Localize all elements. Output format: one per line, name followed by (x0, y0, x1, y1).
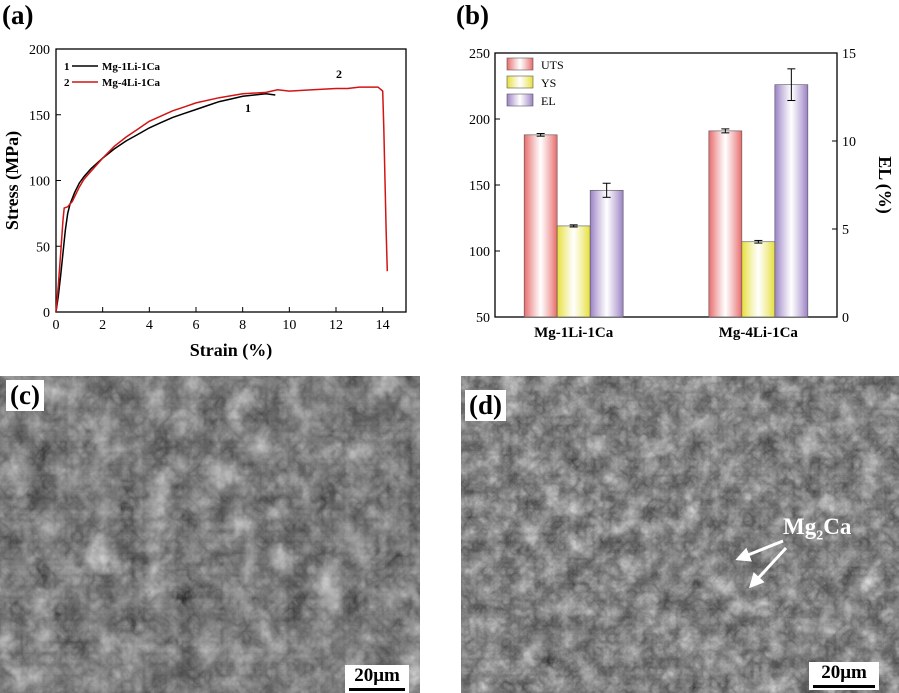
legend-label-b-1: YS (541, 76, 556, 90)
panel-label-c: (c) (6, 380, 44, 411)
x-tick-label-5: 10 (282, 318, 296, 333)
bar-ys-0 (556, 225, 591, 318)
phase-annotation-sub: 2 (816, 528, 824, 544)
legend-swatch-b-0 (506, 57, 534, 71)
bar-el-0 (589, 189, 624, 318)
y2-tick-label-1: 5 (842, 223, 849, 238)
legend-label-b-0: UTS (541, 58, 564, 72)
sem-texture-c (0, 376, 420, 693)
category-label-0: Mg-1Li-1Ca (534, 325, 614, 341)
x-tick-label-7: 14 (376, 318, 390, 333)
bar-ys-1 (741, 241, 776, 318)
scale-bar-d-line (813, 685, 875, 688)
x-tick-label-0: 0 (53, 318, 60, 333)
category-label-1: Mg-4Li-1Ca (719, 325, 799, 341)
x-tick-label-4: 8 (239, 318, 246, 333)
scale-bar-c-label: 20μm (354, 665, 400, 686)
scale-bar-d-label: 20μm (821, 662, 867, 683)
pointer-arrow-1 (735, 539, 784, 562)
y-axis-label: Stress (MPa) (2, 131, 23, 230)
y-tick-label-2: 100 (29, 175, 50, 190)
y-tick-label-b-0: 50 (476, 311, 490, 326)
curve-label-2: 2 (336, 67, 342, 81)
y-tick-label-b-1: 100 (469, 245, 490, 260)
x-axis-label: Strain (%) (190, 340, 273, 361)
panel-label-d: (d) (465, 390, 506, 421)
legend-index-2: 2 (64, 77, 70, 89)
y2-tick-label-0: 0 (842, 311, 849, 326)
series-line-2 (55, 86, 389, 313)
property-bar-chart: 50100150200250051015UTS/YS (MPa)EL (%)Mg… (469, 47, 895, 341)
sem-image-c: (c) 20μm (0, 376, 420, 693)
y2-tick-label-2: 10 (842, 135, 856, 150)
pointer-arrow-2 (748, 546, 788, 589)
x-tick-label-3: 6 (193, 318, 200, 333)
y-tick-label-b-2: 150 (469, 179, 490, 194)
legend-label-b-2: EL (541, 94, 556, 108)
scale-bar-c-line (349, 688, 405, 691)
series-line-1 (55, 92, 276, 313)
legend-swatch-b-1 (506, 75, 534, 89)
y-tick-label-3: 150 (29, 109, 50, 124)
phase-annotation: Mg2Ca (783, 514, 851, 545)
x-tick-label-6: 12 (329, 318, 343, 333)
legend-index-1: 1 (64, 61, 70, 73)
legend-label-1: Mg-1Li-1Ca (102, 61, 161, 73)
panel-label-a: (a) (2, 0, 34, 30)
legend-swatch-b-2 (506, 93, 534, 107)
bar-el-1 (774, 84, 809, 318)
y-tick-label-b-3: 200 (469, 113, 490, 128)
x-tick-label-2: 4 (146, 318, 153, 333)
x-tick-label-1: 2 (99, 318, 106, 333)
legend-label-2: Mg-4Li-1Ca (102, 77, 161, 89)
y2-tick-label-3: 15 (842, 47, 856, 62)
y-tick-label-0: 0 (43, 306, 50, 321)
sem-image-d: (d) Mg2Ca 20μm (461, 376, 899, 693)
sem-texture-d (461, 376, 899, 693)
scale-bar-c: 20μm (345, 665, 409, 693)
bar-uts-0 (523, 134, 558, 318)
bar-uts-1 (708, 130, 743, 318)
panel-label-b: (b) (456, 0, 489, 30)
y2-axis-label: EL (%) (874, 156, 895, 214)
curve-label-1: 1 (245, 101, 251, 115)
y-tick-label-1: 50 (36, 240, 50, 255)
y-tick-label-b-4: 250 (469, 47, 490, 62)
phase-annotation-main: Mg (783, 514, 817, 539)
y-tick-label-4: 200 (29, 43, 50, 58)
scale-bar-d: 20μm (809, 662, 879, 690)
phase-annotation-tail: Ca (823, 514, 852, 539)
